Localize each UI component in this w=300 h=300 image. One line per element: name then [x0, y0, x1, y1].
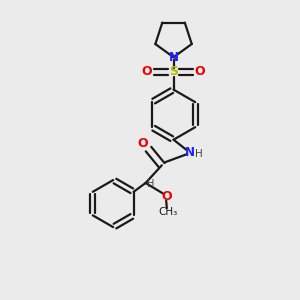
Text: O: O [161, 190, 172, 203]
Text: N: N [185, 146, 195, 159]
Text: S: S [169, 65, 178, 79]
Text: N: N [169, 51, 178, 64]
Text: O: O [142, 65, 152, 79]
Text: O: O [195, 65, 206, 79]
Text: H: H [147, 179, 155, 190]
Text: O: O [137, 137, 148, 150]
Text: H: H [195, 148, 203, 158]
Text: CH₃: CH₃ [158, 206, 177, 217]
